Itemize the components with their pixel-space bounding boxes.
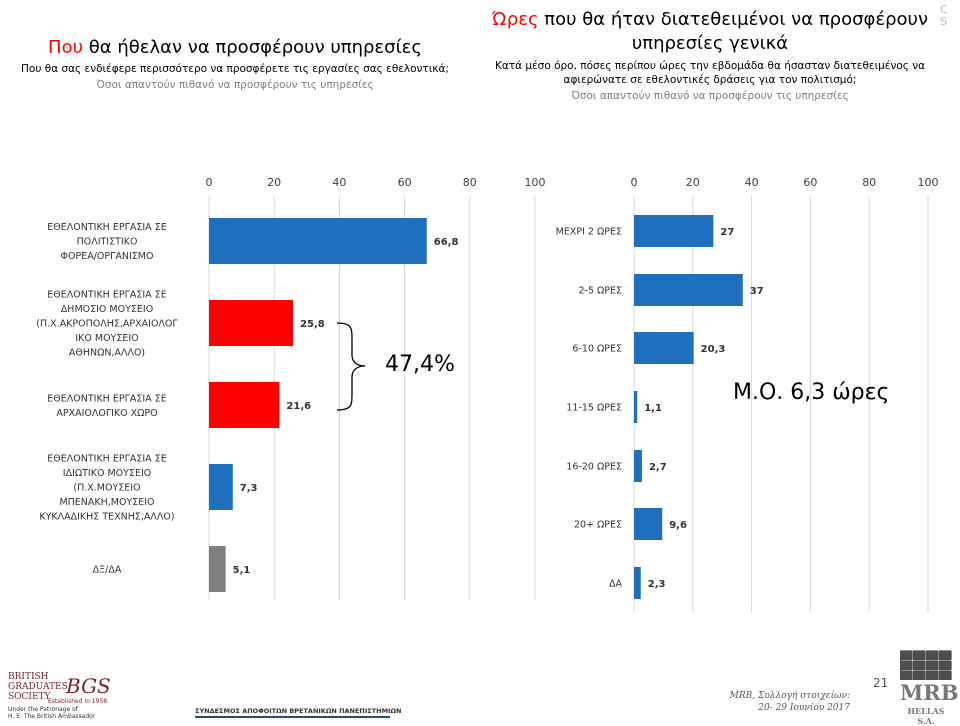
- association-name: ΣΥΝΔΕΣΜΟΣ ΑΠΟΦΟΙΤΩΝ ΒΡΕΤΑΝΙΚΩΝ ΠΑΝΕΠΙΣΤΗ…: [195, 707, 402, 715]
- right-category-label: 11-15 ΩΡΕΣ: [566, 403, 622, 414]
- right-bar: [634, 274, 743, 306]
- left-title-prefix: Που: [48, 37, 84, 58]
- left-title-question: Που θα σας ενδιέφερε περισσότερο να προσ…: [21, 63, 449, 75]
- mrb-logo-subtitle: HELLAS S.A.: [907, 706, 945, 726]
- left-category-label: ΠΟΛΙΤΙΣΤΙΚΟ: [77, 237, 138, 248]
- corner-glyphs: C S: [940, 4, 948, 28]
- right-category-label: 6-10 ΩΡΕΣ: [572, 344, 622, 355]
- left-category-label: ΙΔΙΩΤΙΚΟ ΜΟΥΣΕΙΟ: [63, 468, 151, 479]
- left-value-label: 25,8: [300, 319, 325, 330]
- mean-callout: Μ.Ο. 6,3 ώρες: [733, 380, 890, 405]
- bgs-logo-name: BRITISH GRADUATES SOCIETY: [8, 672, 68, 702]
- right-title-prefix: Ώρες: [491, 9, 539, 30]
- left-category-label: ΑΘΗΝΩΝ,ΑΛΛΟ): [69, 348, 145, 359]
- page-number: 21: [873, 676, 889, 690]
- bgs-mark: BGS: [66, 674, 111, 698]
- bgs-name-line-2: GRADUATES: [8, 682, 68, 692]
- left-tick-label: 20: [267, 176, 281, 189]
- left-category-label: ΔΗΜΟΣΙΟ ΜΟΥΣΕΙΟ: [61, 304, 153, 315]
- left-tick-label: 40: [332, 176, 346, 189]
- right-value-label: 2,3: [648, 579, 666, 590]
- bgs-patronage-line-2: H. E. The British Ambassador: [8, 713, 96, 720]
- source-line-1: MRB, Συλλογή στοιχείων:: [729, 691, 850, 701]
- left-bar: [209, 382, 280, 428]
- left-title-base: Όσοι απαντούν πιθανό να προσφέρουν τις υ…: [96, 79, 374, 91]
- right-value-label: 37: [750, 286, 764, 297]
- left-category-label: ΦΟΡΕΑ/ΟΡΓΑΝΙΣΜΟ: [61, 251, 154, 262]
- left-category-label: ΕΘΕΛΟΝΤΙΚΗ ΕΡΓΑΣΙΑ ΣΕ: [47, 290, 166, 301]
- left-category-label: ΕΘΕΛΟΝΤΙΚΗ ΕΡΓΑΣΙΑ ΣΕ: [47, 393, 166, 404]
- left-category-label: ΚΥΚΛΑΔΙΚΗΣ ΤΕΧΝΗΣ,ΑΛΛΟ): [39, 512, 174, 523]
- grouping-brace: [336, 322, 366, 411]
- source-note: MRB, Συλλογή στοιχείων: 20- 29 Ιουνίου 2…: [720, 690, 850, 714]
- left-value-label: 7,3: [240, 483, 258, 494]
- right-value-label: 1,1: [644, 403, 662, 414]
- corner-glyph-1: C: [940, 3, 948, 16]
- left-bar: [209, 218, 427, 264]
- left-category-label: ΜΠΕΝΑΚΗ,ΜΟΥΣΕΙΟ: [59, 497, 154, 508]
- left-tick-label: 100: [525, 176, 546, 189]
- left-chart-title: Που θα ήθελαν να προσφέρουν υπηρεσίες Πο…: [10, 36, 460, 92]
- right-title-rest: που θα ήταν διατεθειμένοι να προσφέρουν …: [538, 9, 929, 54]
- left-category-label: (Π.Χ.ΑΚΡΟΠΟΛΗΣ,ΑΡΧΑΙΟΛΟΓ: [36, 319, 178, 330]
- left-category-label: ΔΞ/ΔΑ: [93, 565, 122, 576]
- right-value-label: 20,3: [701, 344, 726, 355]
- right-category-label: 16-20 ΩΡΕΣ: [566, 462, 622, 473]
- bgs-logo: BRITISH GRADUATES SOCIETY BGS Establishe…: [8, 670, 111, 720]
- left-category-label: ΙΚΟ ΜΟΥΣΕΙΟ: [75, 333, 138, 344]
- right-title-heading: Ώρες που θα ήταν διατεθειμένοι να προσφέ…: [480, 8, 940, 56]
- left-bar: [209, 300, 294, 346]
- right-category-label: ΔΑ: [609, 579, 622, 590]
- left-value-label: 66,8: [434, 237, 459, 248]
- bgs-patronage: Under the Patronage of H. E. The British…: [8, 706, 95, 720]
- right-value-label: 9,6: [669, 520, 687, 531]
- left-tick-label: 80: [463, 176, 477, 189]
- mrb-logo: MRB HELLAS S.A.: [900, 650, 959, 726]
- source-line-2: 20- 29 Ιουνίου 2017: [758, 703, 850, 713]
- right-tick-label: 20: [686, 176, 700, 189]
- left-category-label: (Π.Χ.ΜΟΥΣΕΙΟ: [73, 483, 140, 494]
- bgs-patronage-line-1: Under the Patronage of: [8, 706, 78, 713]
- left-tick-label: 60: [398, 176, 412, 189]
- right-category-label: ΜΕΧΡΙ 2 ΩΡΕΣ: [556, 227, 622, 238]
- right-bar: [634, 508, 663, 540]
- bgs-name-line-3: SOCIETY: [8, 692, 51, 702]
- right-bar: [634, 567, 641, 599]
- right-tick-label: 100: [918, 176, 939, 189]
- left-title-rest: θα ήθελαν να προσφέρουν υπηρεσίες: [83, 37, 422, 58]
- right-bar: [634, 450, 642, 482]
- right-chart-title: Ώρες που θα ήταν διατεθειμένοι να προσφέ…: [480, 8, 940, 103]
- left-category-label: ΑΡΧΑΙΟΛΟΓΙΚΟ ΧΩΡΟ: [56, 408, 157, 419]
- right-value-label: 27: [720, 227, 734, 238]
- left-bar: [209, 546, 226, 592]
- left-value-label: 5,1: [233, 565, 251, 576]
- left-title-heading: Που θα ήθελαν να προσφέρουν υπηρεσίες: [10, 36, 460, 60]
- left-bar: [209, 464, 233, 510]
- bgs-established: Established in 1958: [48, 698, 108, 705]
- right-bar: [634, 332, 694, 364]
- right-category-label: 2-5 ΩΡΕΣ: [578, 286, 622, 297]
- right-title-question: Κατά μέσο όρο, πόσες περίπου ώρες την εβ…: [494, 60, 926, 86]
- right-value-label: 2,7: [649, 462, 667, 473]
- right-title-base: Όσοι απαντούν πιθανό να προσφέρουν τις υ…: [571, 90, 849, 102]
- corner-glyph-2: S: [940, 15, 947, 28]
- left-value-label: 21,6: [286, 401, 311, 412]
- right-tick-label: 40: [745, 176, 759, 189]
- mrb-logo-grid: [900, 650, 952, 680]
- right-category-label: 20+ ΩΡΕΣ: [574, 520, 622, 531]
- right-tick-label: 80: [862, 176, 876, 189]
- right-tick-label: 0: [631, 176, 638, 189]
- right-bar: [634, 215, 714, 247]
- association-underline: [195, 716, 390, 718]
- right-tick-label: 60: [803, 176, 817, 189]
- left-tick-label: 0: [206, 176, 213, 189]
- left-category-label: ΕΘΕΛΟΝΤΙΚΗ ΕΡΓΑΣΙΑ ΣΕ: [47, 222, 166, 233]
- left-category-label: ΕΘΕΛΟΝΤΙΚΗ ΕΡΓΑΣΙΑ ΣΕ: [47, 454, 166, 465]
- sum-callout: 47,4%: [385, 352, 455, 377]
- bgs-name-line-1: BRITISH: [8, 672, 49, 682]
- right-bar: [634, 391, 638, 423]
- mrb-logo-word: MRB: [900, 680, 959, 705]
